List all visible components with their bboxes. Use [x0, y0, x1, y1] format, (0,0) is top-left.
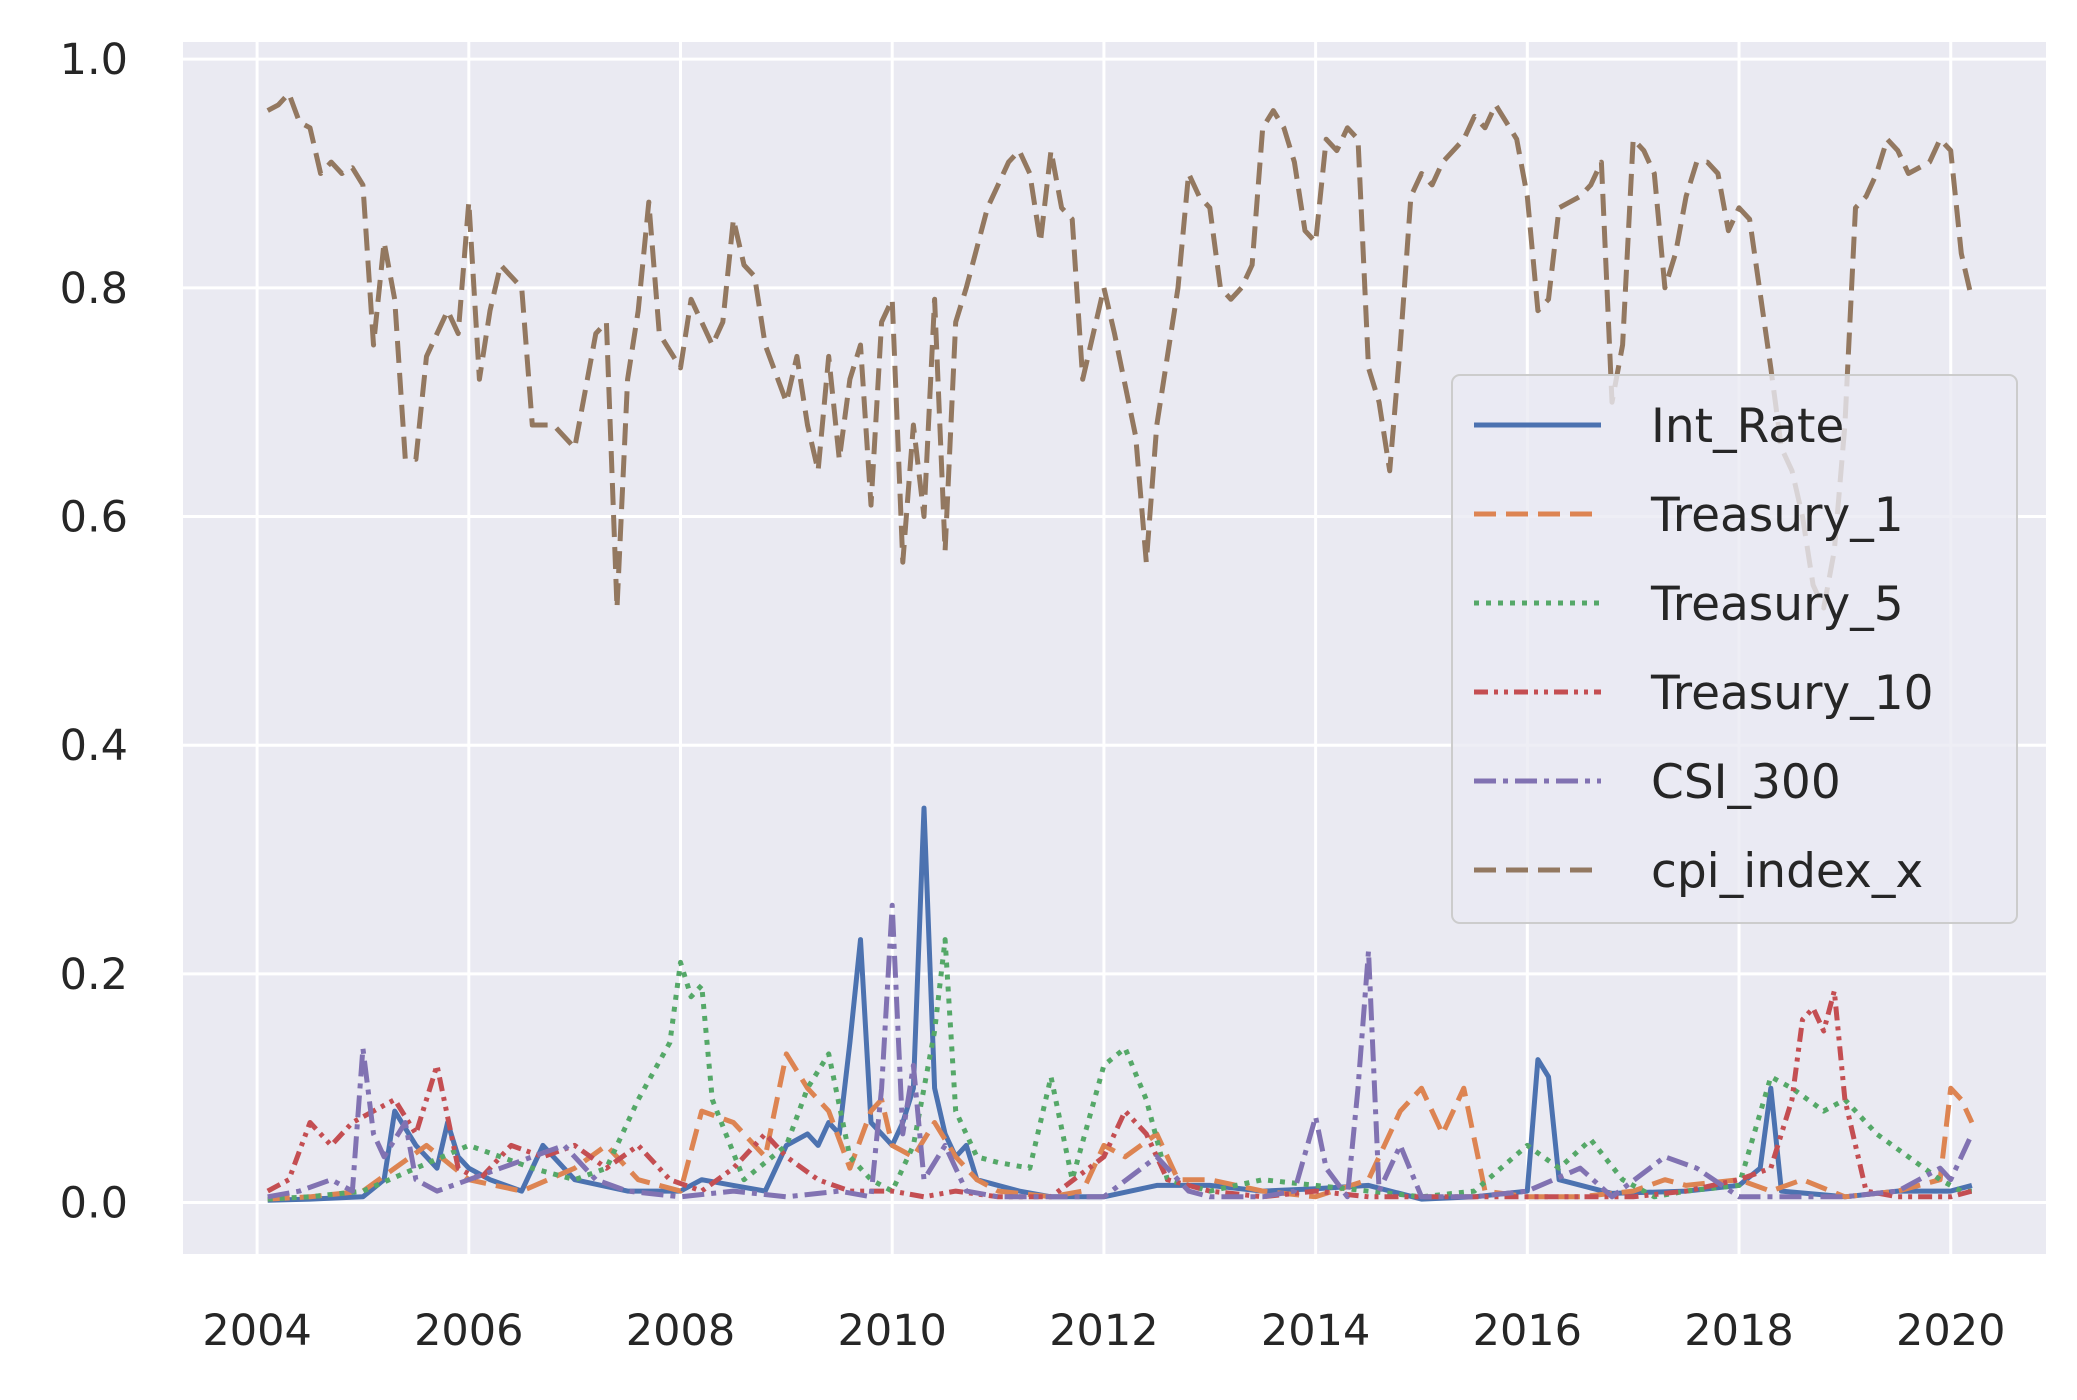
- series-lines: [266, 91, 1975, 1203]
- x-tick-label: 2004: [202, 1306, 311, 1356]
- y-tick-label: 0.8: [60, 264, 128, 314]
- x-tick-label: 2020: [1896, 1306, 2005, 1356]
- y-axis-ticks: 0.0 0.2 0.4 0.6 0.8 1.0: [60, 35, 128, 1228]
- x-tick-label: 2014: [1261, 1306, 1370, 1356]
- x-tick-label: 2010: [837, 1306, 946, 1356]
- series-line-int-rate: [267, 805, 1973, 1203]
- series-line-treasury-1: [267, 1051, 1975, 1202]
- legend-label: CSI_300: [1651, 755, 1841, 810]
- grid-lines: [183, 42, 2046, 1254]
- legend-label: Int_Rate: [1651, 399, 1844, 454]
- y-tick-label: 0.2: [60, 950, 128, 1000]
- y-tick-label: 0.4: [60, 721, 128, 771]
- x-tick-label: 2006: [414, 1306, 523, 1356]
- legend-label: Treasury_5: [1650, 577, 1904, 632]
- legend-label: Treasury_1: [1650, 488, 1904, 543]
- legend-label: Treasury_10: [1650, 666, 1934, 721]
- series-line-cpi-index-x: [266, 91, 1975, 611]
- legend: Int_Rate Treasury_1 Treasury_5 Treasury_10 C…: [1451, 374, 2018, 924]
- x-tick-label: 2018: [1684, 1306, 1793, 1356]
- x-axis-ticks: 2004 2006 2008 2010 2012 2014 2016 2018 2020: [202, 1306, 2005, 1356]
- y-tick-label: 1.0: [60, 35, 128, 85]
- x-tick-label: 2008: [626, 1306, 735, 1356]
- y-tick-label: 0.0: [60, 1179, 128, 1229]
- legend-box: [1451, 374, 2018, 924]
- legend-label: cpi_index_x: [1651, 844, 1923, 899]
- series-line-treasury-5: [267, 937, 1972, 1202]
- y-tick-label: 0.6: [60, 493, 128, 543]
- x-tick-label: 2016: [1473, 1306, 1582, 1356]
- x-tick-label: 2012: [1049, 1306, 1158, 1356]
